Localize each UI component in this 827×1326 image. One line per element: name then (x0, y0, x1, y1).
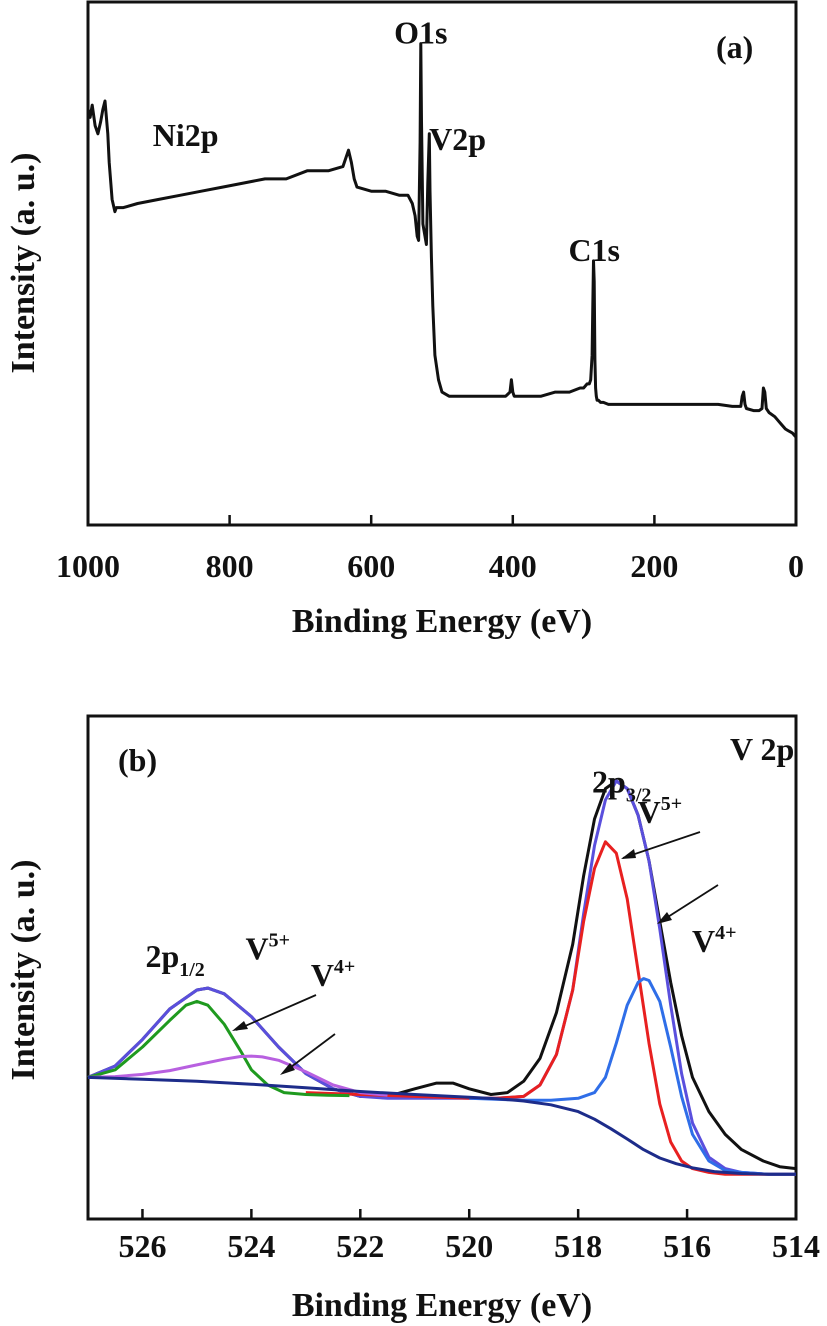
annotation-main: O1s (394, 15, 447, 51)
x-tick-label: 600 (347, 548, 395, 584)
x-tick-label: 524 (227, 1228, 275, 1264)
panel-b-frame (86, 714, 798, 1221)
arrow-v4-right-head (657, 912, 672, 924)
x-tick-label: 526 (118, 1228, 166, 1264)
arrow-v4-left-head (280, 1063, 295, 1075)
annotation-main: V (638, 794, 661, 830)
x-tick-label: 522 (336, 1228, 384, 1264)
panel-a-ylabel: Intensity (a. u.) (5, 152, 42, 373)
annotation-label: V4+ (692, 922, 737, 959)
series-line-4 (87, 999, 350, 1098)
series-line-6 (87, 1075, 796, 1176)
annotation-subscript: 3/2 (626, 784, 652, 806)
annotation-label: V2p (429, 121, 486, 157)
annotation-main: Ni2p (153, 117, 219, 153)
x-tick-label: 200 (630, 548, 678, 584)
annotation-main: V (245, 931, 268, 967)
panel-b-title: V 2p (730, 731, 794, 767)
x-tick-label: 516 (663, 1228, 711, 1264)
x-tick-label: 800 (206, 548, 254, 584)
arrow-v5-left-head (232, 1021, 248, 1031)
series-line-2 (305, 840, 796, 1176)
panel-a-frame (86, 0, 798, 527)
annotation-superscript: 5+ (661, 793, 682, 815)
annotation-label: V4+ (311, 956, 356, 993)
x-tick-label: 518 (554, 1228, 602, 1264)
panel-b-ylabel: Intensity (a. u.) (5, 859, 42, 1080)
annotation-label: O1s (394, 15, 447, 51)
panel-a-label: (a) (716, 29, 753, 65)
annotation-superscript: 4+ (334, 956, 355, 978)
panel-a-xlabel: Binding Energy (eV) (292, 603, 592, 640)
annotation-subscript: 1/2 (179, 959, 205, 981)
panel-b-series (87, 779, 797, 1176)
annotation-label: C1s (568, 232, 620, 268)
panel-b-xlabel: Binding Energy (eV) (292, 1287, 592, 1324)
annotation-main: C1s (568, 232, 620, 268)
x-tick-label: 400 (489, 548, 537, 584)
panel-b-arrows (232, 831, 719, 1075)
x-tick-label: 514 (772, 1228, 820, 1264)
arrow-v5-right-head (621, 849, 636, 859)
panel-a-spectrum-line (86, 42, 798, 439)
annotation-main: 2p (592, 763, 626, 799)
panel-b-annotations: 2p3/2V5+V4+2p1/2V5+V4+ (145, 763, 736, 993)
annotation-label: 2p3/2 (592, 763, 651, 806)
annotation-main: V (311, 957, 334, 993)
annotation-main: V2p (429, 121, 486, 157)
arrow-v4-right (659, 884, 719, 923)
annotation-label: Ni2p (153, 117, 219, 153)
arrow-v5-left (235, 994, 317, 1031)
x-tick-label: 520 (445, 1228, 493, 1264)
x-tick-label: 1000 (56, 548, 120, 584)
panel-b-x-ticks: 526 524 522 520 518 516 514 (118, 1209, 820, 1264)
panel-b: 526 524 522 520 518 516 514 2p3/2V5+V4+2p1/2V5… (5, 714, 820, 1324)
series-line-3 (469, 977, 796, 1176)
annotation-label: 2p1/2 (145, 938, 204, 981)
annotation-label: V5+ (245, 930, 290, 967)
panel-b-label: (b) (118, 742, 157, 778)
panel-a-annotations: Ni2p O1s V2p C1s (153, 15, 620, 268)
panel-a-x-ticks: 1000 800 600 400 200 0 (56, 515, 804, 584)
annotation-label: V5+ (638, 793, 683, 830)
x-tick-label: 0 (788, 548, 804, 584)
annotation-superscript: 4+ (715, 922, 736, 944)
annotation-superscript: 5+ (269, 930, 290, 952)
panel-a: 1000 800 600 400 200 0 Ni2p O1s V2p C1s (a) Bind… (5, 0, 804, 640)
series-line-5 (87, 1054, 388, 1097)
annotation-main: V (692, 923, 715, 959)
annotation-main: 2p (145, 938, 179, 974)
arrow-v5-right (622, 831, 701, 859)
